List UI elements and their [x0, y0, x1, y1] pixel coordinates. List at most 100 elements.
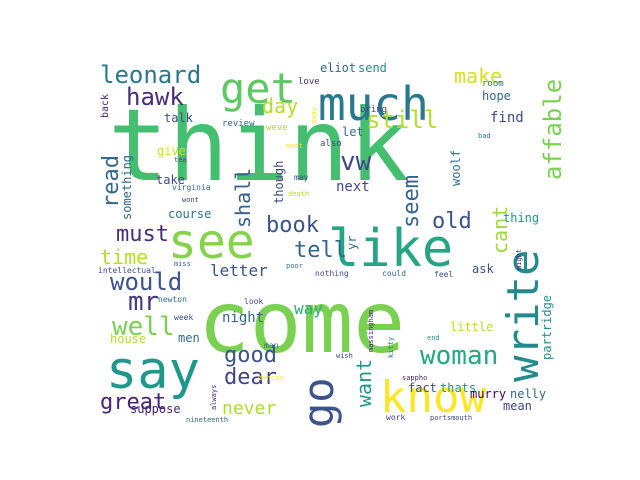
word-portsmouth: portsmouth [430, 414, 472, 422]
word-may: may [294, 173, 309, 182]
word-letter: letter [210, 261, 268, 280]
word-day: day [262, 94, 298, 118]
word-nelly: nelly [510, 387, 546, 401]
word-take: take [156, 173, 185, 187]
word-way: way [294, 299, 323, 318]
word-time: time [100, 245, 148, 269]
word-send: send [358, 61, 387, 75]
word-feel: feel [434, 270, 453, 279]
word-next: next [336, 179, 370, 195]
word-thing: thing [503, 211, 539, 225]
word-duncan: duncan [258, 374, 283, 382]
word-sappho: sappho [402, 374, 427, 382]
word-meet: meet [286, 142, 303, 150]
word-man: man [264, 341, 279, 350]
word-go: go [294, 377, 343, 428]
word-week: week [174, 313, 193, 322]
word-newton: newton [158, 295, 187, 304]
word-away: away [310, 107, 318, 124]
word-would: would [110, 268, 182, 296]
word-work: work [386, 413, 405, 422]
word-death: death [288, 190, 309, 198]
word-back: back [100, 94, 111, 118]
word-write: write [498, 250, 549, 382]
word-suppose: suppose [130, 402, 181, 416]
word-house: house [110, 332, 146, 346]
word-thats: thats [440, 381, 476, 395]
word-fact: fact [408, 381, 437, 395]
word-always: always [210, 385, 218, 410]
word-might: might [515, 249, 523, 270]
word-good: good [224, 343, 277, 368]
word-well: well [112, 312, 175, 342]
word-make: make [454, 64, 502, 88]
word-though: though [272, 161, 286, 204]
word-murry: murry [470, 387, 506, 401]
word-poor: poor [286, 262, 303, 270]
word-love: love [298, 77, 320, 87]
word-book: book [266, 213, 319, 238]
word-find: find [490, 110, 524, 126]
word-seem: seem [399, 175, 424, 228]
word-end: end [427, 334, 440, 342]
word-much: much [318, 77, 429, 131]
word-like: like [328, 219, 453, 279]
word-ask: ask [472, 262, 494, 276]
word-tea: tea [174, 156, 187, 164]
word-miss: miss [174, 260, 191, 268]
word-leonard: leonard [100, 61, 201, 89]
word-massingham: massingham [367, 310, 375, 352]
word-see: see [168, 214, 255, 270]
word-something: something [120, 155, 134, 220]
word-men: men [178, 331, 200, 345]
word-look: look [244, 297, 263, 306]
word-think: think [108, 87, 409, 204]
word-virginia: virginia [172, 183, 211, 192]
word-weve: weve [266, 123, 288, 133]
word-let: let [342, 125, 364, 139]
word-wont: wont [182, 196, 199, 204]
word-course: course [168, 207, 211, 221]
word-partridge: partridge [540, 295, 554, 360]
word-bad: bad [478, 132, 491, 140]
word-nineteenth: nineteenth [186, 416, 228, 424]
word-nothing: nothing [315, 269, 349, 278]
word-dear: dear [224, 365, 277, 390]
word-bring: bring [360, 105, 387, 115]
word-talk: talk [164, 111, 194, 125]
word-little: little [450, 320, 493, 334]
word-woman: woman [420, 341, 498, 371]
word-intellectual: intellectual [98, 266, 156, 275]
word-cant: cant [488, 206, 512, 254]
word-yr: yr [345, 236, 359, 250]
word-never: never [222, 398, 276, 419]
word-mr: mr [128, 287, 159, 317]
word-come: come [198, 273, 405, 373]
word-review: review [222, 119, 255, 129]
word-wish: wish [336, 352, 353, 360]
word-affable: affable [539, 79, 567, 180]
word-say: say [106, 341, 200, 401]
word-kitty: kitty [387, 337, 395, 358]
word-vw: vw [340, 147, 372, 177]
word-night: night [222, 310, 264, 326]
word-old: old [432, 209, 472, 234]
word-woolf: woolf [449, 150, 463, 186]
word-hawk: hawk [126, 83, 184, 111]
word-eliot: eliot [320, 61, 356, 75]
word-still: still [366, 106, 438, 134]
word-tell: tell [294, 238, 347, 263]
word-give: give [157, 144, 186, 158]
word-great: great [100, 390, 166, 415]
word-hope: hope [482, 89, 511, 103]
word-must: must [116, 222, 169, 247]
word-room: room [482, 79, 504, 89]
word-could: could [382, 269, 406, 278]
word-know: know [380, 372, 486, 423]
word-want: want [352, 359, 376, 407]
word-mean: mean [503, 399, 532, 413]
word-also: also [320, 139, 342, 149]
word-shall: shall [231, 168, 255, 228]
word-read: read [99, 155, 124, 208]
